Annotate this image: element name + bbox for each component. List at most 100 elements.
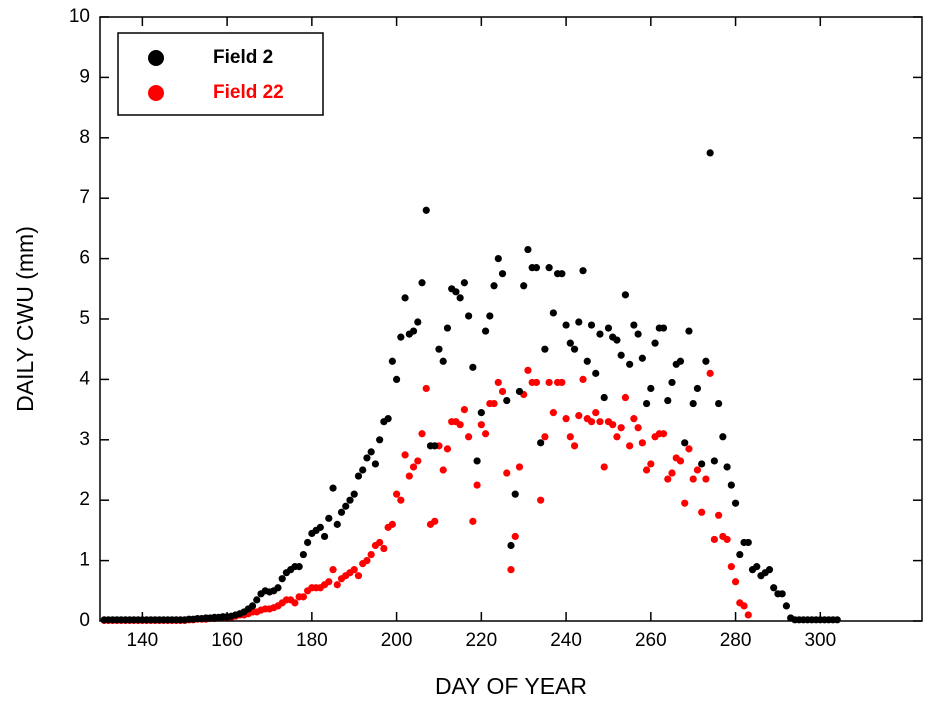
- point: [647, 460, 655, 468]
- point: [681, 439, 689, 447]
- point: [638, 354, 646, 362]
- y-tick-label: 9: [79, 66, 90, 87]
- legend-box: [117, 32, 324, 116]
- point: [765, 566, 774, 574]
- point: [316, 523, 324, 531]
- point: [359, 466, 367, 474]
- point: [392, 375, 401, 383]
- point: [702, 475, 710, 483]
- point: [642, 466, 651, 474]
- point: [295, 563, 303, 571]
- point: [579, 267, 587, 275]
- point: [698, 508, 706, 516]
- point: [659, 324, 668, 332]
- point: [401, 451, 409, 459]
- point: [443, 445, 452, 453]
- point: [350, 566, 358, 574]
- point: [676, 357, 685, 365]
- point: [689, 475, 697, 483]
- point: [503, 469, 511, 477]
- point: [630, 321, 638, 329]
- point: [562, 321, 570, 329]
- point: [592, 369, 600, 377]
- legend-label: Field 22: [213, 82, 284, 103]
- point: [630, 415, 638, 423]
- point: [706, 369, 714, 377]
- x-tick-label: 220: [465, 630, 497, 651]
- point: [681, 499, 689, 507]
- point: [253, 596, 261, 604]
- point: [469, 517, 477, 525]
- point: [613, 336, 621, 344]
- point: [503, 396, 511, 405]
- x-tick-label: 240: [550, 630, 582, 651]
- point: [418, 279, 426, 287]
- point: [570, 442, 579, 450]
- point: [494, 255, 502, 263]
- point: [626, 442, 634, 450]
- point: [376, 538, 384, 547]
- x-tick-label: 260: [635, 630, 667, 651]
- point: [532, 378, 541, 387]
- point: [435, 345, 443, 353]
- point: [600, 463, 608, 471]
- point: [537, 496, 545, 504]
- point: [490, 399, 498, 408]
- point: [549, 409, 557, 417]
- point: [291, 599, 299, 607]
- point: [392, 490, 401, 498]
- point: [388, 357, 396, 365]
- point: [583, 357, 591, 365]
- point: [274, 584, 282, 592]
- point: [414, 457, 422, 465]
- point: [740, 602, 748, 610]
- point: [329, 484, 337, 492]
- point: [541, 433, 549, 441]
- point: [409, 327, 418, 335]
- point: [346, 496, 354, 504]
- point: [524, 245, 532, 254]
- point: [371, 460, 380, 468]
- point: [609, 421, 617, 429]
- point: [617, 351, 625, 359]
- point: [545, 378, 553, 387]
- point: [507, 566, 515, 574]
- point: [363, 557, 371, 565]
- point: [354, 572, 363, 580]
- point: [710, 457, 718, 465]
- point: [651, 339, 659, 347]
- point: [596, 330, 604, 338]
- x-tick-label: 300: [804, 630, 836, 651]
- point: [575, 412, 583, 420]
- point: [473, 457, 481, 465]
- point: [715, 511, 723, 519]
- plot-frame: [99, 16, 923, 622]
- point: [397, 333, 405, 341]
- point: [376, 436, 384, 444]
- legend-label: Field 2: [213, 47, 273, 68]
- point: [604, 324, 613, 332]
- y-tick-label: 2: [79, 489, 90, 510]
- y-tick-label: 3: [79, 429, 90, 450]
- y-axis-label: DAILY CWU (mm): [12, 226, 38, 412]
- point: [659, 430, 668, 438]
- point: [723, 535, 731, 544]
- y-tick-label: 6: [79, 248, 90, 269]
- point: [477, 421, 485, 429]
- point: [570, 345, 579, 353]
- point: [566, 433, 574, 441]
- point: [668, 378, 676, 387]
- point: [481, 327, 490, 335]
- point: [524, 366, 532, 374]
- point: [668, 469, 676, 477]
- point: [418, 430, 426, 438]
- point: [549, 309, 557, 317]
- point: [621, 393, 630, 402]
- point: [647, 384, 655, 393]
- point: [626, 360, 634, 368]
- x-tick-label: 160: [211, 630, 243, 651]
- point: [299, 593, 307, 601]
- point: [638, 439, 646, 447]
